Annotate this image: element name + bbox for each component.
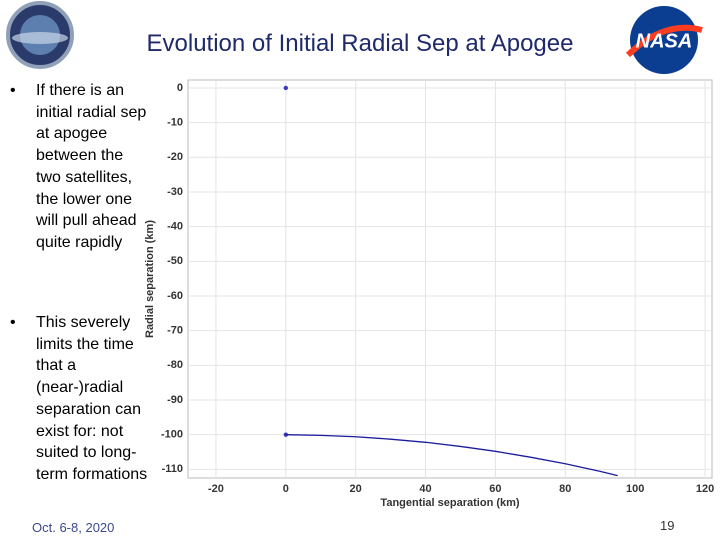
plot-area <box>187 79 713 479</box>
x-tick-label: 40 <box>419 483 431 495</box>
y-tick-label: -70 <box>167 325 183 337</box>
page-number: 19 <box>660 518 675 533</box>
x-tick-label: 80 <box>559 483 571 495</box>
y-tick-label: -30 <box>167 186 183 198</box>
y-tick-label: 0 <box>177 82 183 94</box>
x-tick-label: 0 <box>283 483 289 495</box>
marker <box>283 432 289 437</box>
y-tick-label: -60 <box>167 290 183 302</box>
y-tick-label: -90 <box>167 394 183 406</box>
y-tick-label: -100 <box>161 429 183 441</box>
bullet: • This severely limits the time that a (n… <box>10 314 148 483</box>
bullet-text: This severely limits the time that a (ne… <box>36 314 148 483</box>
y-tick-label: -80 <box>167 359 183 371</box>
bullet-text: If there is an initial radial sep at apo… <box>36 82 147 251</box>
slide-title: Evolution of Initial Radial Sep at Apoge… <box>146 30 574 57</box>
bullet: • If there is an initial radial sep at ap… <box>10 82 147 251</box>
x-tick-label: 60 <box>489 483 501 495</box>
x-axis-label: Tangential separation (km) <box>380 497 519 509</box>
nasa-logo: NASA <box>625 6 703 74</box>
x-tick-label: -20 <box>208 483 224 495</box>
marker <box>283 85 289 91</box>
svg-text:NASA: NASA <box>636 30 693 52</box>
y-tick-label: -20 <box>167 151 183 163</box>
y-tick-label: -40 <box>167 221 183 233</box>
x-tick-label: 120 <box>696 483 714 495</box>
data-line <box>285 434 618 477</box>
y-axis-label: Radial separation (km) <box>144 220 156 338</box>
footer: Oct. 6-8, 2020 <box>32 520 115 535</box>
y-tick-label: -50 <box>167 255 183 267</box>
x-tick-label: 100 <box>626 483 644 495</box>
x-tick-label: 20 <box>350 483 362 495</box>
y-tick-label: -10 <box>167 117 183 129</box>
y-tick-label: -110 <box>162 463 183 475</box>
left-logo <box>6 1 74 69</box>
